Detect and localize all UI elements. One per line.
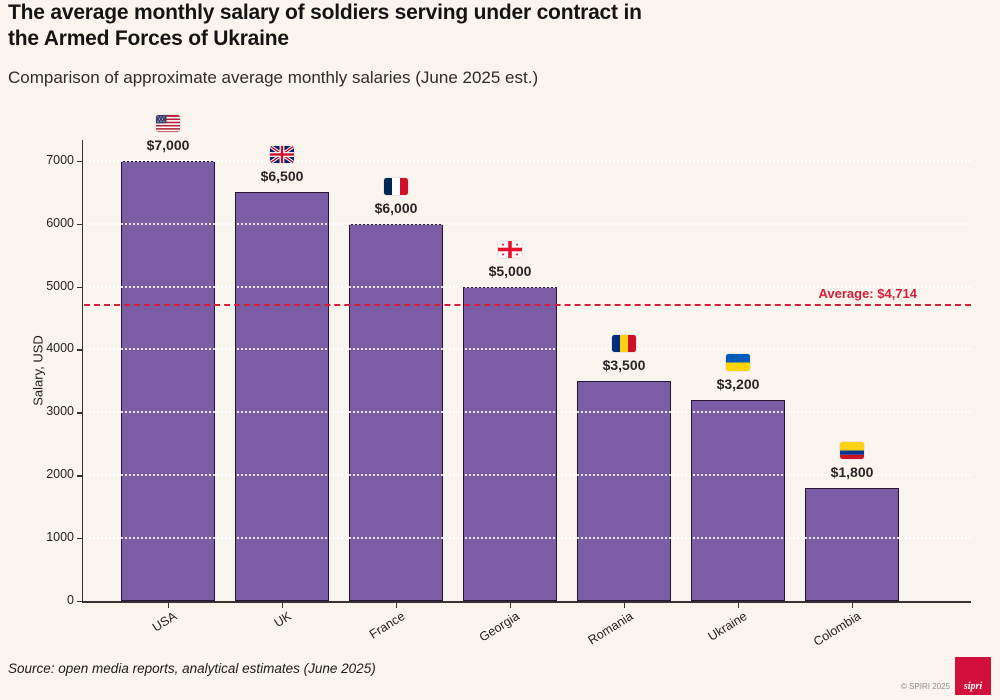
sipri-logo-text: sipri: [963, 681, 983, 692]
y-tick-label-0: 0: [67, 593, 74, 607]
x-tick-mark: [624, 603, 626, 608]
x-tick-label-romania: Romania: [585, 609, 636, 648]
x-tick-label-ukraine: Ukraine: [705, 609, 750, 644]
gridline-4000: [84, 348, 971, 351]
x-axis-line: [81, 601, 971, 603]
uk-flag-icon: [270, 146, 294, 164]
y-tick-label-7000: 7000: [46, 152, 74, 167]
usa-flag-icon: [156, 114, 180, 132]
ukraine-flag-icon: [726, 353, 750, 371]
bar-uk: [235, 192, 329, 601]
x-tick-mark: [510, 603, 512, 608]
gridline-6000: [84, 222, 971, 225]
x-tick-label-georgia: Georgia: [476, 609, 522, 645]
bar-romania: [577, 380, 671, 601]
average-line-label: Average: $4,714: [818, 285, 917, 301]
gridline-3000: [84, 411, 971, 414]
value-label-france: $6,000: [374, 199, 418, 216]
y-tick-mark: [77, 160, 82, 163]
bar-ukraine: [691, 399, 785, 601]
x-tick-mark: [168, 603, 170, 608]
source-note: Source: open media reports, analytical e…: [8, 661, 376, 676]
value-label-colombia: $1,800: [830, 463, 874, 480]
gridline-1000: [84, 537, 971, 540]
y-tick-label-4000: 4000: [46, 341, 74, 356]
gridline-5000: [84, 285, 971, 288]
x-tick-label-colombia: Colombia: [811, 609, 864, 649]
x-tick-mark: [852, 603, 854, 608]
bar-georgia: [463, 286, 557, 601]
gridline-2000: [84, 474, 971, 477]
y-tick-label-5000: 5000: [46, 278, 74, 293]
y-tick-label-6000: 6000: [46, 215, 74, 230]
value-label-uk: $6,500: [260, 168, 304, 185]
value-label-romania: $3,500: [602, 356, 646, 373]
y-tick-mark: [77, 286, 82, 288]
x-tick-label-france: France: [367, 609, 408, 642]
romania-flag-icon: [612, 334, 636, 352]
france-flag-icon: [384, 177, 408, 195]
x-tick-mark: [396, 603, 398, 608]
y-tick-label-2000: 2000: [46, 467, 74, 482]
bar-colombia: [805, 487, 899, 601]
georgia-flag-icon: [498, 240, 522, 258]
y-tick-mark: [77, 223, 82, 226]
x-tick-mark: [282, 603, 284, 608]
chart-subtitle: Comparison of approximate average monthl…: [8, 68, 539, 87]
value-label-georgia: $5,000: [488, 262, 532, 279]
y-tick-mark: [77, 601, 82, 603]
average-line: [84, 303, 971, 306]
chart-title: The average monthly salary of soldiers s…: [8, 1, 642, 51]
bar-usa: [121, 160, 215, 601]
y-tick-mark: [77, 349, 82, 351]
gridline-7000: [84, 159, 971, 162]
y-tick-mark: [77, 538, 82, 540]
x-tick-label-uk: UK: [271, 609, 294, 631]
x-tick-mark: [738, 603, 740, 608]
y-axis-line: [81, 140, 84, 602]
value-label-usa: $7,000: [146, 136, 190, 153]
colombia-flag-icon: [840, 441, 864, 459]
value-label-ukraine: $3,200: [716, 375, 760, 392]
y-tick-label-3000: 3000: [46, 404, 74, 419]
y-tick-mark: [77, 412, 82, 414]
y-tick-mark: [77, 475, 82, 477]
y-tick-label-1000: 1000: [46, 530, 74, 545]
x-tick-label-usa: USA: [150, 609, 180, 635]
sipri-logo: sipri: [955, 657, 991, 695]
copyright-text: © SPIRI 2025: [900, 682, 950, 691]
y-axis-title: Salary, USD: [30, 335, 46, 406]
